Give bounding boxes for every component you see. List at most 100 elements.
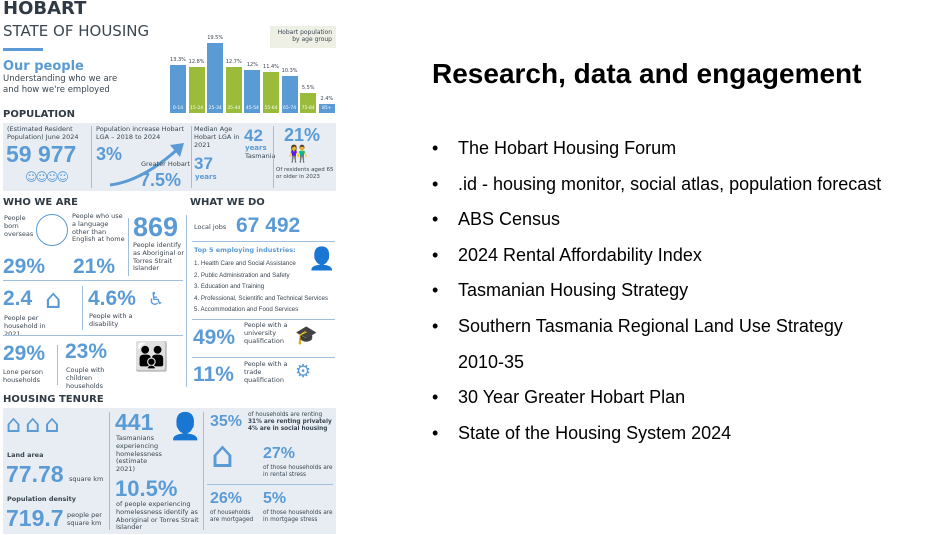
data-label: 12% <box>246 61 258 68</box>
chart-title: Hobart population by age group <box>270 26 336 48</box>
erp-value: 59 977 <box>6 141 77 167</box>
section-title: Our people <box>3 59 84 74</box>
household-value: 2.4 <box>3 287 33 310</box>
title-underline <box>3 48 43 51</box>
data-label: 5.5% <box>301 85 315 92</box>
tick-label: 35-44 <box>227 106 241 111</box>
tenure-heading: HOUSING TENURE <box>3 394 104 405</box>
density-label: Population density <box>7 495 76 503</box>
bullet-icon: • <box>432 315 439 336</box>
data-label: 12.7% <box>225 59 242 66</box>
bullet-icon: • <box>432 138 439 158</box>
land-unit: square km <box>69 475 104 483</box>
list-item-continuation: 2010-35 <box>432 350 951 386</box>
trade-label: People with a trade qualification <box>244 360 288 384</box>
item-text: ABS Census <box>458 209 561 230</box>
homeless-aboriginal-value: 10.5% <box>115 476 178 501</box>
bar-35-44 <box>225 67 242 113</box>
section-subtitle: and how we're employed <box>3 85 110 95</box>
item-text: The Hobart Housing Forum <box>458 138 677 158</box>
bullet-icon: • <box>432 244 439 265</box>
renting-label: of households are renting <box>248 412 323 418</box>
land-label: Land area <box>7 451 44 459</box>
tick-label: 15-24 <box>190 106 204 111</box>
rental-stress-value: 27% <box>263 445 296 462</box>
born-value: 29% <box>3 255 46 278</box>
bar-0-14 <box>170 65 186 113</box>
tick-label: 45-54 <box>245 106 259 111</box>
slide-title: Research, data and engagement <box>432 58 862 89</box>
tick-label: 85+ <box>322 106 332 111</box>
bar-75-84 <box>300 93 317 113</box>
bar-45-54 <box>244 69 261 113</box>
median-label: Median Age Hobart LGA in 2021 <box>194 125 240 149</box>
greater-hobart-value: 7.5% <box>140 170 182 190</box>
hobart-infographic: HOBART STATE OF HOUSING Our people Under… <box>0 0 338 535</box>
tick-label: 65-74 <box>283 106 297 111</box>
top5-heading: Top 5 employing industries: <box>194 246 296 254</box>
section-subtitle: Understanding who we are <box>3 74 118 84</box>
data-label: 11.4% <box>263 63 279 70</box>
sources-list: • The Hobart Housing Forum • .id - housing… <box>432 136 951 456</box>
bullet-icon: • <box>432 173 439 194</box>
median-unit: years <box>195 173 217 181</box>
disability-label: People with a disability <box>89 312 133 328</box>
industry-item: 3. Education and Training <box>194 283 265 290</box>
homeless-aboriginal-label: of people experiencing homelessness iden… <box>116 500 199 532</box>
elderly-couple-icon: 👫 <box>288 144 308 163</box>
renting-social: 4% are in social housing <box>248 426 328 432</box>
tasmania-label: Tasmania <box>245 152 276 160</box>
hands-house-icon: ⌂ <box>211 435 234 476</box>
tradesperson-gear-icon: ⚙ <box>295 361 312 382</box>
infographic-subtitle: STATE OF HOUSING <box>3 22 150 40</box>
renting-value: 35% <box>210 413 243 430</box>
people-group-icon: ☺☺☺☺ <box>25 170 69 184</box>
list-item: • Southern Tasmania Regional Land Use Str… <box>432 314 951 350</box>
wheelchair-icon: ♿ <box>148 289 165 310</box>
mortgaged-label: of households are mortgaged <box>210 510 254 523</box>
disability-value: 4.6% <box>88 287 136 310</box>
infographic-title: HOBART <box>3 0 87 19</box>
rental-stress-label: of those households are in rental stress <box>263 465 333 478</box>
bar-55-64 <box>263 71 279 113</box>
land-value: 77.78 <box>6 461 64 487</box>
item-text: 30 Year Greater Hobart Plan <box>458 387 686 408</box>
trade-value: 11% <box>193 363 234 386</box>
lone-label: Lone person households <box>3 368 43 384</box>
population-panel: (Estimated Resident Population) June 202… <box>3 123 336 191</box>
homeless-label: Tasmanians experiencing homelessness (es… <box>116 434 162 474</box>
industry-item: 4. Professional, Scientific and Technica… <box>194 294 329 302</box>
bar-85+ <box>318 104 335 113</box>
data-label: 2.4% <box>320 96 334 103</box>
trend-arrow-icon <box>109 143 184 187</box>
language-value: 21% <box>73 255 116 278</box>
increase-label: Population increase Hobart LGA – 2018 to… <box>96 125 184 141</box>
aboriginal-value: 869 <box>133 212 179 242</box>
house-heart-icon: ⌂ <box>45 285 62 315</box>
mortgage-stress-label: of those households are in mortgage stre… <box>263 510 333 523</box>
list-item: • ABS Census <box>432 207 951 243</box>
list-item: • .id - housing monitor, social atlas, po… <box>432 172 951 208</box>
university-value: 49% <box>193 326 236 349</box>
university-label: People with a university qualification <box>244 321 288 345</box>
bullet-icon: • <box>432 422 439 443</box>
born-label: People born overseas <box>4 214 34 238</box>
couple-label: Couple with children households <box>66 366 105 390</box>
tick-label: 55-64 <box>264 106 278 111</box>
list-item: • 30 Year Greater Hobart Plan <box>432 385 951 421</box>
mortgaged-value: 26% <box>210 490 243 507</box>
industry-item: 1. Health Care and Social Assistance <box>194 260 296 267</box>
aged-label: Of residents aged 65 or older in 2023 <box>276 167 334 180</box>
density-value: 719.7 <box>6 505 64 531</box>
list-item: • 2024 Rental Affordability Index <box>432 243 951 279</box>
bullet-icon: • <box>432 280 439 301</box>
median-value: 37 <box>194 154 213 173</box>
family-icon: 👪 <box>134 340 169 373</box>
renting-private: 31% are renting privately <box>248 419 332 425</box>
increase-value: 3% <box>96 144 123 164</box>
aboriginal-label: People identify as Aboriginal or Torres … <box>133 241 185 273</box>
what-heading: WHAT WE DO <box>190 197 265 208</box>
aged-value: 21% <box>284 125 321 145</box>
globe-icon <box>36 214 68 246</box>
list-item: • The Hobart Housing Forum <box>432 136 951 172</box>
